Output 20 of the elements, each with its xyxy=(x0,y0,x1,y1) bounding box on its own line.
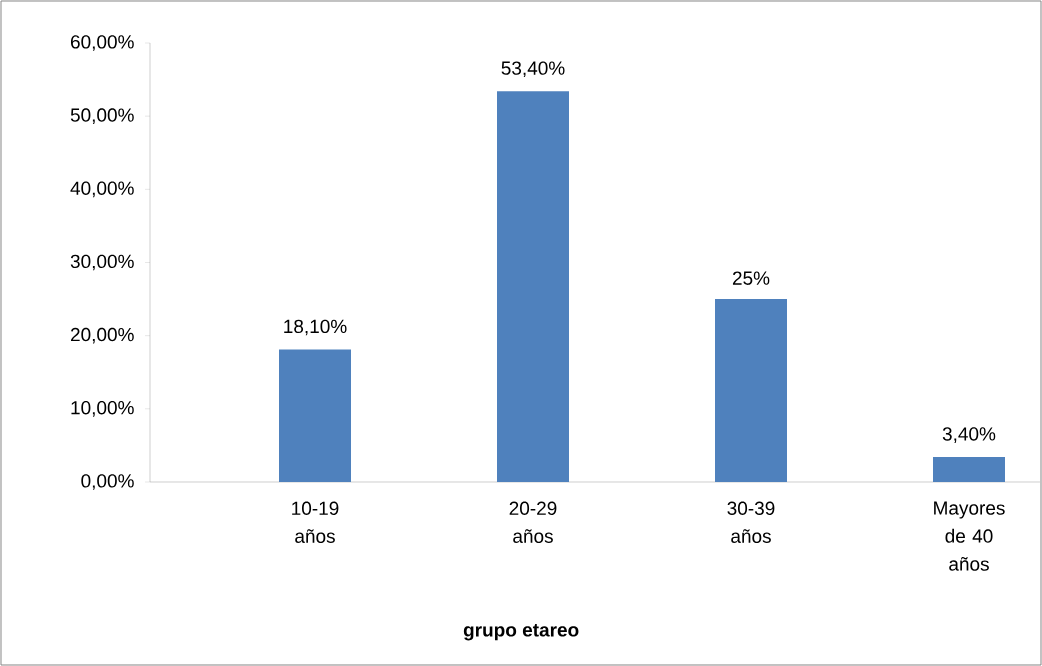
x-tick-label: 10-19 años xyxy=(292,501,339,543)
y-tick-label: 20,00% xyxy=(70,327,134,344)
bar xyxy=(933,457,1005,482)
y-tick-label: 30,00% xyxy=(70,254,134,271)
data-label: 25% xyxy=(732,271,770,285)
x-tick-label: 30-39 años xyxy=(727,501,775,543)
x-tick-label: Mayores de 40 años xyxy=(934,501,1005,571)
bar xyxy=(279,349,351,482)
y-tick-label: 50,00% xyxy=(70,108,134,125)
bar xyxy=(497,91,569,482)
data-label: 53,40% xyxy=(501,61,565,78)
bar xyxy=(715,299,787,482)
y-tick-label: 60,00% xyxy=(70,35,134,51)
y-tick-label: 0,00% xyxy=(81,474,134,490)
y-tick-label: 40,00% xyxy=(70,181,134,198)
data-label: 18,10% xyxy=(284,319,347,336)
data-label: 3,40% xyxy=(942,427,996,443)
x-tick-label: 20-29 años xyxy=(509,501,557,543)
y-tick-label: 10,00% xyxy=(71,400,134,417)
x-axis-title: grupo etareo xyxy=(463,624,579,641)
